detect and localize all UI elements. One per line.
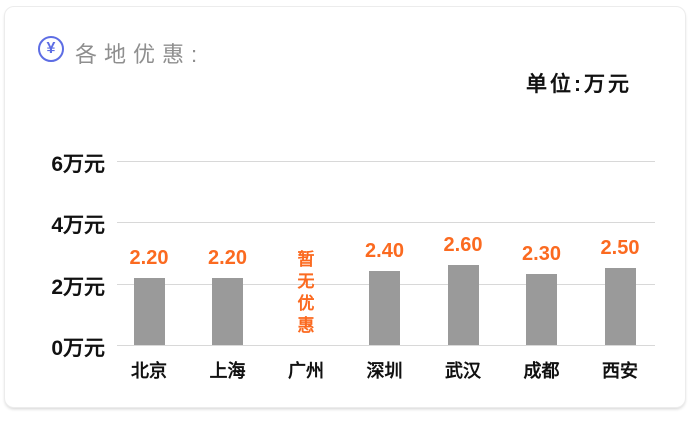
yuan-glyph: ¥: [46, 40, 56, 57]
bar-北京: [133, 277, 165, 345]
x-axis-label: 深圳: [366, 361, 403, 381]
bar-深圳: [369, 271, 400, 345]
discount-chart-card: ¥ 各地优惠: 单位:万元 0万元 2万元 4万元 6万元 2.20 北京 2.20 上海 暂 …: [4, 6, 686, 408]
x-axis-label: 广州: [288, 361, 324, 381]
bar-武汉: [447, 265, 479, 345]
bar-成都: [526, 274, 557, 345]
unit-label: 单位:万元: [526, 73, 632, 96]
bar-value-label: 2.60: [443, 234, 483, 257]
no-discount-label: 暂 无 优 惠: [297, 250, 315, 335]
x-axis-label: 成都: [523, 361, 560, 381]
bar-西安: [604, 268, 636, 345]
y-tick-label: 0万元: [51, 337, 105, 360]
yuan-circle-icon: ¥: [38, 36, 64, 62]
bar-value-label: 2.20: [208, 246, 247, 269]
bar-chart: 0万元 2万元 4万元 6万元 2.20 北京 2.20 上海 暂 无 优 惠广州 2.40 深圳 2…: [5, 7, 690, 422]
x-axis-label: 北京: [131, 361, 167, 381]
y-tick-label: 4万元: [51, 214, 105, 238]
gridline-4: [117, 222, 655, 224]
bar-value-label: 2.40: [365, 240, 404, 263]
bar-上海: [212, 277, 243, 345]
gridline-6: [117, 160, 655, 162]
card-title: 各地优惠:: [75, 42, 205, 67]
x-axis-label: 上海: [209, 361, 246, 381]
gridline-0: [117, 345, 655, 346]
bar-value-label: 2.30: [522, 243, 561, 266]
y-tick-label: 2万元: [51, 275, 105, 299]
bar-value-label: 2.50: [600, 237, 640, 260]
bar-value-label: 2.20: [129, 246, 169, 269]
x-axis-label: 武汉: [445, 361, 481, 381]
y-tick-label: 6万元: [51, 152, 105, 176]
x-axis-label: 西安: [602, 361, 638, 381]
